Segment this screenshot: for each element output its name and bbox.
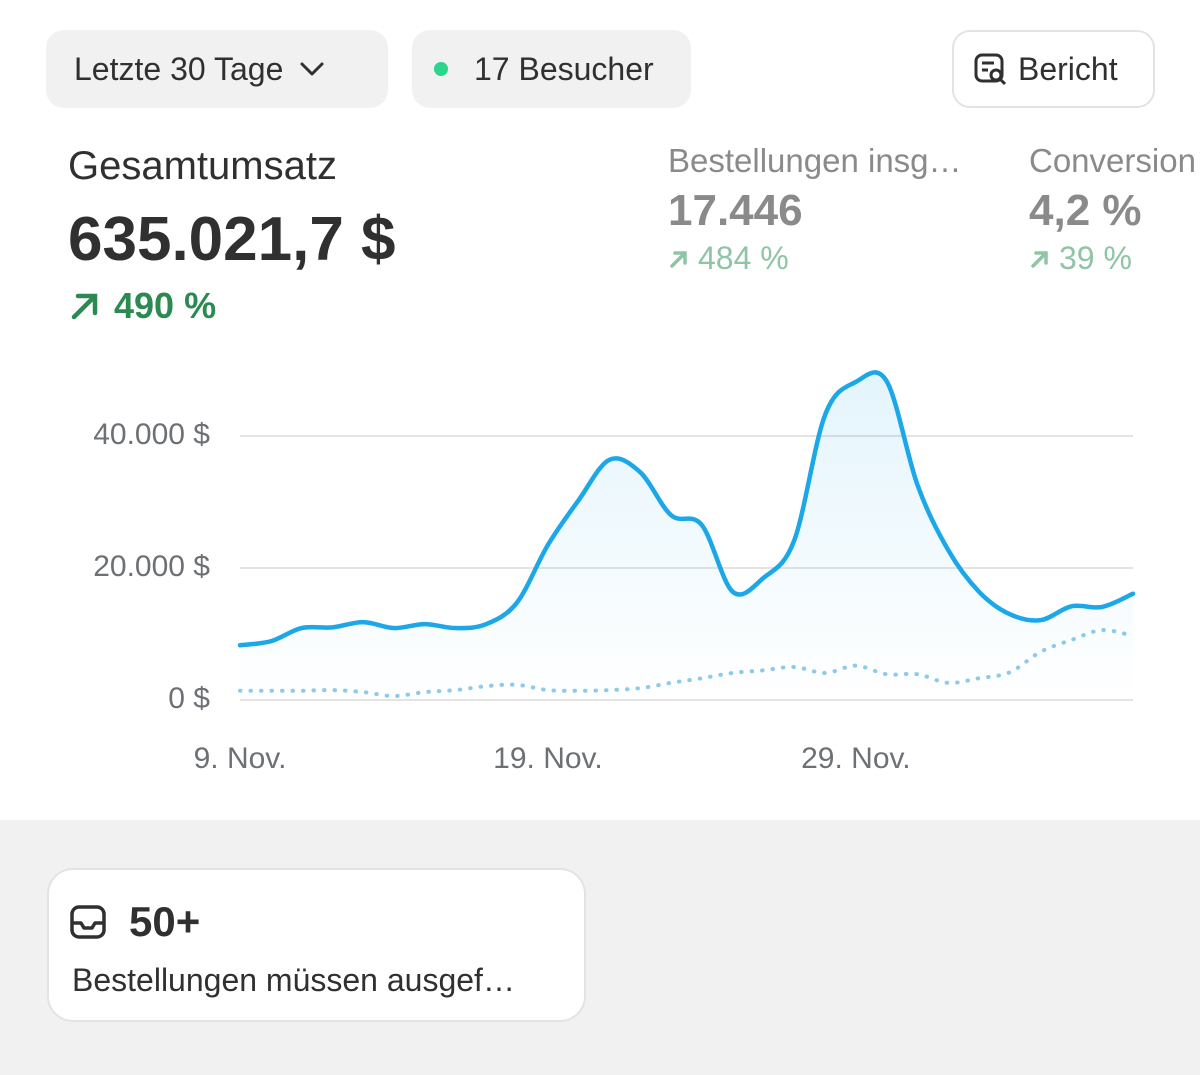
- visitors-button[interactable]: 17 Besucher: [412, 30, 691, 108]
- sales-line: [237, 370, 1136, 648]
- card-text: Bestellungen müssen ausgef…: [72, 962, 515, 998]
- period-button[interactable]: Letzte 30 Tage: [46, 30, 388, 108]
- report-icon: [974, 53, 1007, 86]
- period-label: Letzte 30 Tage: [74, 50, 284, 87]
- x-tick-label: 29. Nov.: [801, 742, 911, 775]
- metric-label: Conversion: [1029, 142, 1196, 179]
- metric-change-value: 490 %: [114, 285, 217, 326]
- metric-value: 17.446: [668, 186, 803, 235]
- metric-change-value: 484 %: [698, 240, 789, 276]
- up-arrow: [670, 250, 687, 268]
- metric-label: Gesamtumsatz: [68, 144, 337, 188]
- y-tick-label: 0 $: [168, 682, 210, 715]
- metric-label: Bestellungen insg…: [668, 142, 962, 179]
- metric-change: 484 %: [668, 240, 789, 277]
- visitors-label: 17 Besucher: [474, 50, 654, 87]
- unfulfilled-card[interactable]: 50+ Bestellungen müssen ausgef…: [47, 868, 586, 1022]
- metric-change-value: 39 %: [1059, 240, 1132, 276]
- live-dot: [434, 62, 448, 76]
- card-count: 50+: [129, 898, 201, 945]
- y-tick-label: 20.000 $: [93, 550, 210, 583]
- area: [240, 372, 1133, 700]
- x-tick-label: 19. Nov.: [493, 742, 603, 775]
- up-arrow: [1031, 250, 1048, 268]
- chart: 0 $ 20.000 $ 40.000 $ 9. Nov. 19. Nov. 29. No…: [93, 370, 1136, 775]
- metric-change: 490 %: [68, 285, 216, 327]
- chevron-icon: [300, 62, 324, 76]
- metric-value: 635.021,7 $: [68, 205, 396, 274]
- y-tick-label: 40.000 $: [93, 418, 210, 451]
- metric-value: 4,2 %: [1029, 186, 1142, 235]
- report-button[interactable]: Bericht: [952, 30, 1155, 108]
- inbox-icon: [70, 905, 106, 939]
- report-label: Bericht: [1018, 50, 1118, 87]
- metric-change: 39 %: [1029, 240, 1132, 277]
- up-arrow: [71, 293, 98, 320]
- x-tick-label: 9. Nov.: [194, 742, 287, 775]
